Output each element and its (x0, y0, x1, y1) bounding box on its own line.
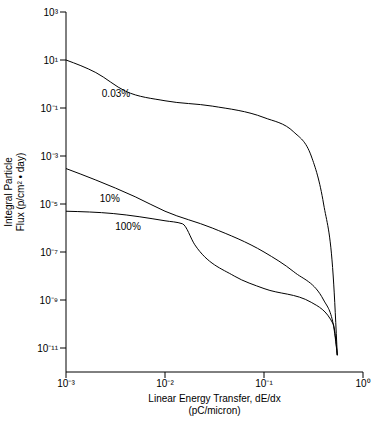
svg-text:10⁰: 10⁰ (355, 378, 370, 389)
svg-text:10⁻¹: 10⁻¹ (255, 378, 273, 389)
svg-text:10⁻⁵: 10⁻⁵ (40, 199, 58, 210)
svg-text:Integral ParticleFlux (p/cm² •: Integral ParticleFlux (p/cm² • day) (8, 153, 26, 232)
svg-text:10⁻³: 10⁻³ (41, 151, 59, 162)
svg-text:10¹: 10¹ (44, 55, 59, 66)
svg-text:100%: 100% (115, 221, 141, 232)
svg-text:10⁻⁹: 10⁻⁹ (40, 295, 58, 306)
svg-text:Linear Energy Transfer, dE/dx(: Linear Energy Transfer, dE/dx(pC/micron) (148, 393, 280, 416)
svg-text:10³: 10³ (44, 7, 59, 18)
svg-text:10⁻⁷: 10⁻⁷ (40, 247, 58, 258)
svg-text:10%: 10% (100, 193, 120, 204)
svg-text:0.03%: 0.03% (102, 88, 130, 99)
svg-text:10⁻¹: 10⁻¹ (41, 103, 59, 114)
svg-text:10⁻³: 10⁻³ (57, 378, 75, 389)
svg-text:10⁻²: 10⁻² (156, 378, 174, 389)
svg-text:10⁻¹¹: 10⁻¹¹ (37, 343, 58, 354)
